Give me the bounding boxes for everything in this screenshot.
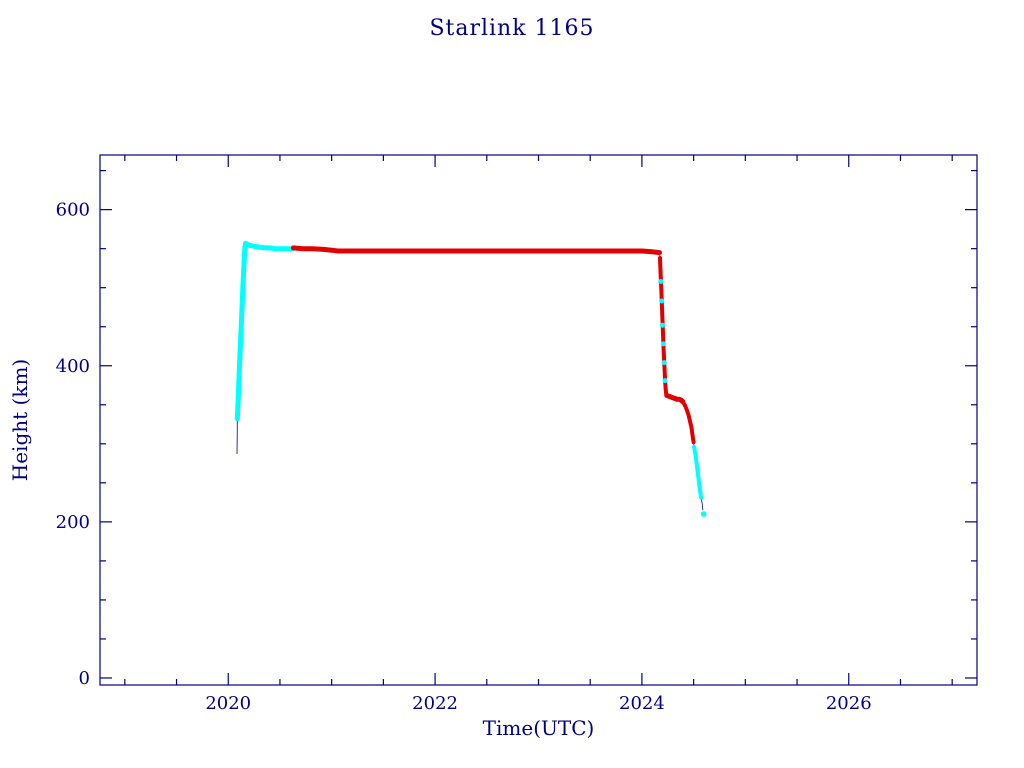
series-point-deorbit-drop-cyan-flecks [660,341,666,347]
series-point-deorbit-drop-cyan-flecks [662,378,668,384]
x-tick-label: 2020 [205,693,251,714]
x-tick-label: 2024 [619,693,665,714]
series-operational-plateau-red [290,245,662,256]
plot-frame [99,154,978,686]
series-final-decay-red [681,401,696,445]
series-final-decay-cyan [692,444,704,500]
x-tick-label: 2022 [412,693,458,714]
chart-title: Starlink 1165 [429,16,595,41]
y-tick-label: 0 [79,668,90,689]
x-axis-label: Time(UTC) [482,716,595,740]
series-early-plateau-cyan [243,241,295,252]
connector-line [236,242,704,511]
y-tick-label: 200 [56,512,90,533]
series-point-deorbit-drop-cyan-flecks [658,279,664,284]
series-point-deorbit-drop-cyan-flecks [661,360,667,366]
series-point-deorbit-drop-cyan-flecks [660,322,665,328]
series-point-deorbit-drop-cyan-flecks [659,298,665,304]
end-marker [700,511,707,517]
series-late-plateau-red [664,392,686,405]
series-launch-ascent [234,240,249,422]
x-tick-label: 2026 [826,693,872,714]
y-tick-label: 600 [56,200,90,221]
y-tick-label: 400 [56,356,90,377]
